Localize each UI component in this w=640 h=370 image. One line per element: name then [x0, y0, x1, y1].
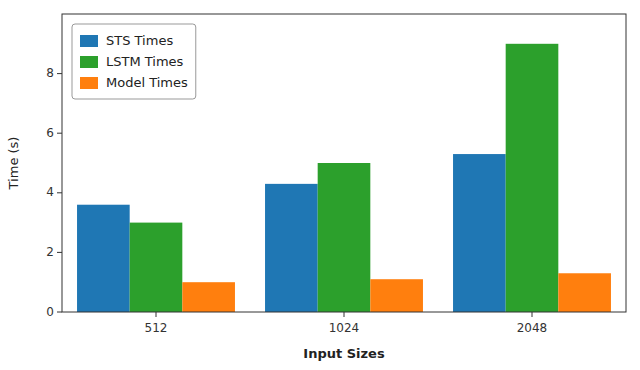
legend-label: LSTM Times [106, 54, 184, 69]
y-tick-label: 4 [46, 185, 54, 199]
bar [130, 223, 183, 312]
bar [182, 282, 235, 312]
legend-label: STS Times [106, 33, 173, 48]
bar [265, 184, 318, 312]
x-tick-label: 512 [145, 321, 168, 335]
bar [558, 273, 611, 312]
y-tick-label: 6 [46, 126, 54, 140]
chart: 0 2 4 6 8 512 1024 2048 Input Sizes Time (s) STS T… [0, 0, 640, 370]
x-axis-label: Input Sizes [303, 346, 385, 361]
legend-swatch [80, 77, 98, 89]
y-tick [57, 252, 62, 253]
y-tick [57, 133, 62, 134]
legend-box [72, 24, 196, 99]
bar [453, 154, 506, 312]
bar [77, 205, 130, 312]
x-tick [532, 312, 533, 317]
y-tick-label: 0 [46, 305, 54, 319]
x-tick-label: 1024 [329, 321, 360, 335]
y-tick [57, 312, 62, 313]
x-tick-label: 2048 [517, 321, 548, 335]
y-tick-label: 8 [46, 66, 54, 80]
x-tick [344, 312, 345, 317]
bar [318, 163, 371, 312]
chart-container: 0 2 4 6 8 512 1024 2048 Input Sizes Time (s) STS T… [0, 0, 640, 370]
x-tick [156, 312, 157, 317]
y-tick [57, 192, 62, 193]
bar [370, 279, 423, 312]
legend-swatch [80, 35, 98, 47]
plot-frame [62, 14, 626, 312]
bar [506, 44, 559, 312]
y-tick [57, 73, 62, 74]
y-axis-label: Time (s) [6, 137, 21, 191]
y-tick-label: 2 [46, 245, 54, 259]
bars [77, 44, 611, 312]
legend: STS Times LSTM Times Model Times [72, 24, 196, 99]
legend-label: Model Times [106, 75, 188, 90]
legend-swatch [80, 56, 98, 68]
